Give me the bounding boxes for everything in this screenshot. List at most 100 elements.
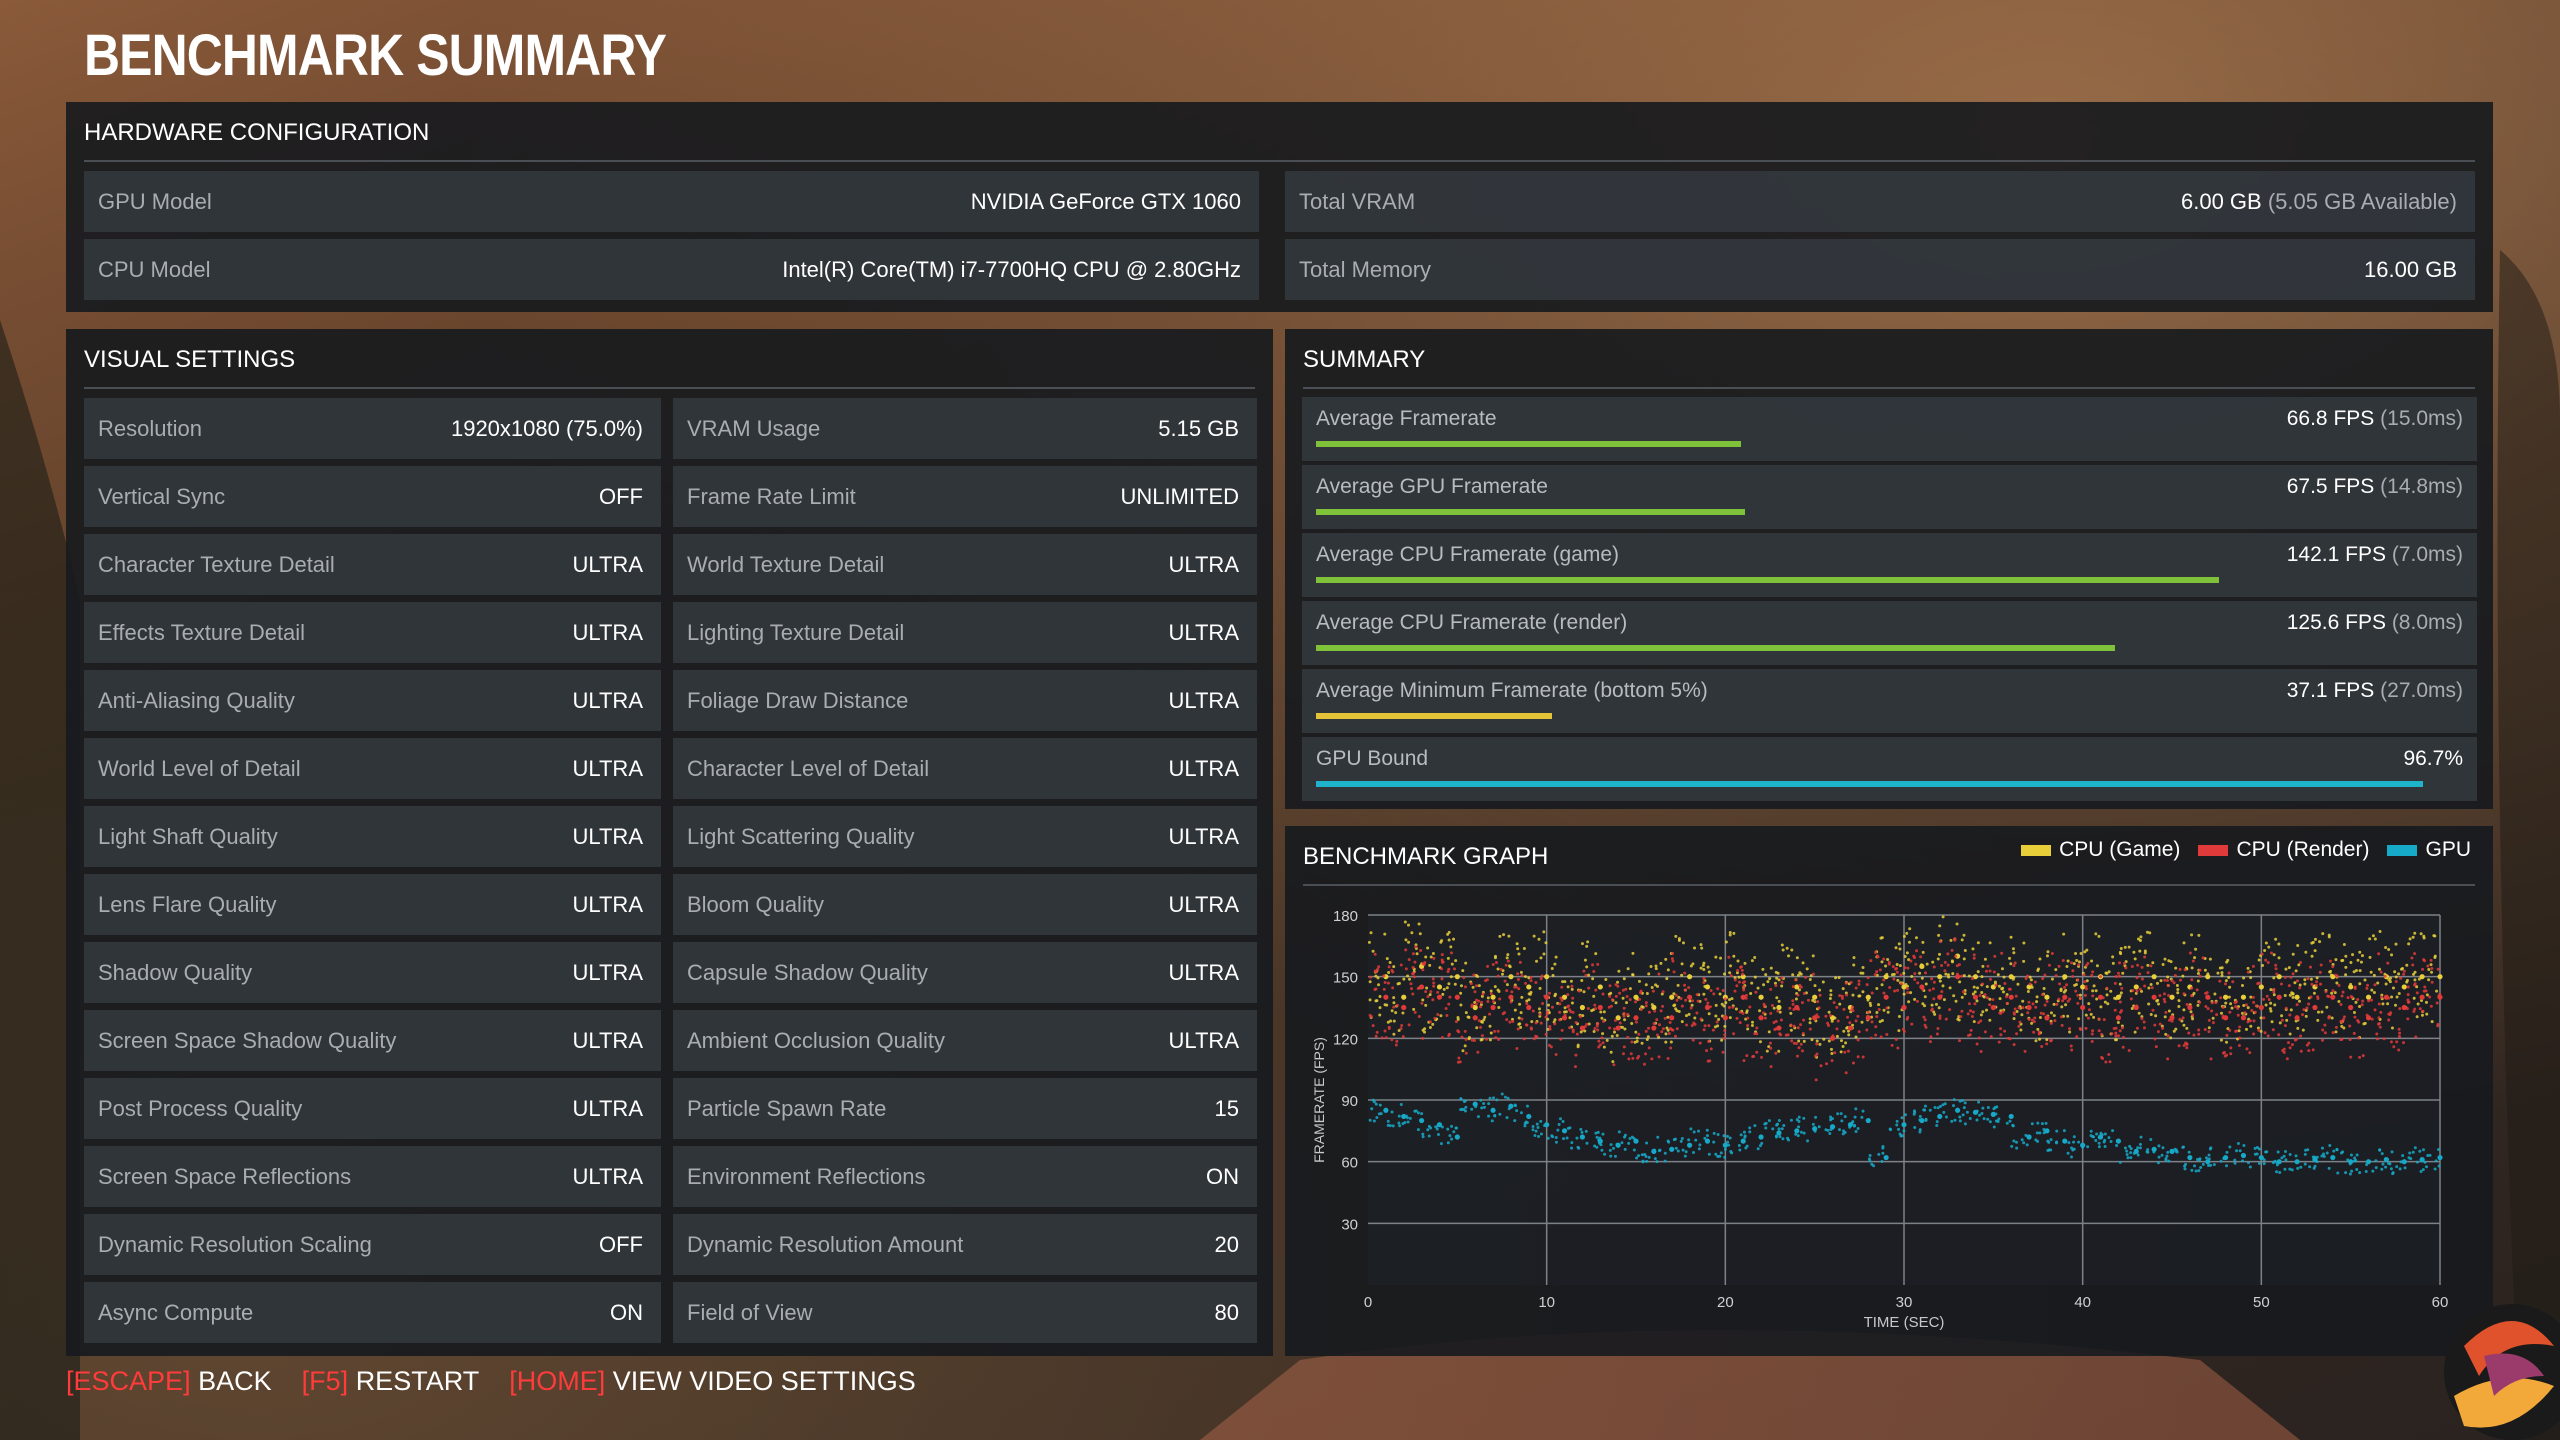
data-point [2071,975,2075,979]
data-point [2169,1036,2173,1040]
data-point [2290,1043,2294,1047]
data-point [1664,1032,1668,1036]
data-point [1508,994,1514,1000]
data-point [1535,959,1539,963]
data-point [1789,1118,1793,1122]
data-point [1897,1015,1901,1019]
data-point [2240,1015,2247,1021]
data-point [2344,973,2348,977]
data-point [1695,993,1699,997]
data-point [2213,992,2217,996]
data-point [1647,972,1651,976]
back-button[interactable]: [ESCAPE] BACK [66,1366,272,1397]
data-point [1696,999,1700,1003]
data-point [1998,997,2002,1001]
data-point [2064,1003,2068,1007]
data-point [1665,1026,1669,1030]
data-point [2378,1148,2382,1152]
data-point [2090,973,2094,977]
data-point [2433,1167,2437,1171]
data-point [1414,1109,1418,1113]
data-point [1802,1116,1806,1120]
data-point [1568,1016,1572,1020]
data-point [2409,1157,2413,1161]
data-point [1594,988,1598,992]
data-point [1885,1033,1889,1037]
data-point [1705,1004,1709,1008]
data-point [2328,1143,2332,1147]
data-point [1617,1130,1621,1134]
data-point [1463,1044,1467,1048]
setting-value: ULTRA [1168,891,1240,917]
data-point [1997,1040,2001,1044]
x-tick-label: 20 [1717,1294,1734,1311]
data-point [2163,978,2167,982]
data-point [2097,1145,2101,1149]
data-point [1913,977,1917,981]
data-point [2289,975,2293,979]
data-point [1957,963,1961,967]
data-point [1488,1096,1492,1100]
data-point [1513,985,1517,989]
data-point [1751,1055,1755,1059]
data-point [1656,984,1660,988]
data-point [1657,1149,1661,1153]
data-point [1921,987,1925,991]
restart-button[interactable]: [F5] RESTART [302,1366,480,1397]
data-point [1789,1023,1793,1027]
data-point [1410,987,1414,991]
data-point [2288,1032,2292,1036]
data-point [2206,972,2210,976]
setting-label: Light Scattering Quality [687,823,915,849]
data-point [1553,1022,1557,1026]
data-point [2047,963,2051,967]
data-point [1663,1159,1667,1163]
data-point [2334,1025,2338,1029]
data-point [1938,979,1942,983]
data-point [1705,1049,1709,1053]
data-point [1687,1138,1691,1142]
data-point [1924,1025,1928,1029]
data-point [2112,1027,2116,1031]
data-point [2310,982,2314,986]
data-point [1479,1005,1483,1009]
data-point [2340,1024,2344,1028]
data-point [1727,1005,1731,1009]
data-point [2054,974,2058,978]
data-point [2095,964,2099,968]
data-point [2411,963,2415,967]
data-point [1661,1004,1665,1008]
data-point [2358,1171,2362,1175]
data-point [1532,934,1536,938]
data-point [1375,1030,1379,1034]
data-point [1958,1119,1962,1123]
data-point [1829,993,1833,997]
data-point [1706,1001,1710,1005]
data-point [2017,1024,2021,1028]
data-point [1697,1147,1701,1151]
data-point [1704,1138,1711,1144]
row-label: GPU Model [98,188,212,214]
data-point [1938,1016,1942,1020]
data-point [1652,1021,1656,1025]
view-video-settings-button[interactable]: [HOME] VIEW VIDEO SETTINGS [509,1366,916,1397]
data-point [2121,1035,2125,1039]
data-point [2283,1167,2287,1171]
data-point [1563,980,1567,984]
data-point [1490,1004,1496,1011]
data-point [2323,1031,2327,1035]
data-point [1670,1028,1674,1032]
data-point [2019,1028,2023,1032]
data-point [1518,1002,1522,1006]
data-point [2229,1046,2233,1050]
data-point [2340,994,2344,998]
data-point [2024,977,2028,981]
data-point [1623,1135,1627,1139]
data-point [1838,994,1842,998]
data-point [2240,984,2244,988]
data-point [2335,974,2339,978]
setting-value: UNLIMITED [1120,483,1239,509]
data-point [2156,1161,2160,1165]
data-point [1635,1039,1639,1043]
data-point [1545,1012,1549,1016]
